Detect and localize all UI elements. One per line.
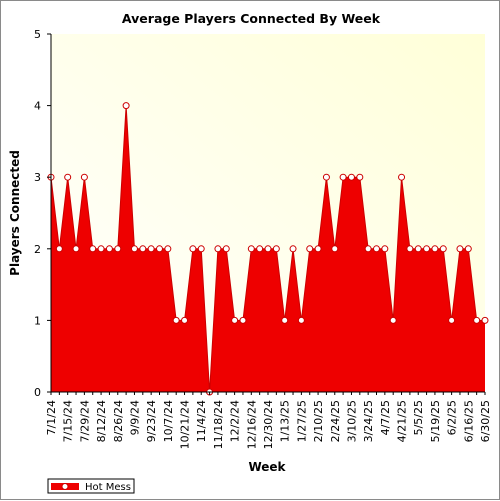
data-point: [264, 245, 272, 253]
data-point: [431, 245, 439, 253]
legend: Hot Mess: [47, 478, 135, 494]
x-tick-label: 8/26/24: [112, 400, 125, 442]
data-point: [105, 245, 113, 253]
y-tick-label: 1: [34, 314, 41, 327]
data-point: [439, 245, 447, 253]
data-point: [289, 245, 297, 253]
x-tick-label: 7/1/24: [45, 400, 58, 435]
x-tick-label: 9/23/24: [145, 400, 158, 442]
data-point: [189, 245, 197, 253]
x-tick-label: 4/7/25: [379, 400, 392, 435]
x-tick-label: 6/30/25: [479, 400, 492, 442]
data-point: [414, 245, 422, 253]
data-point: [122, 102, 130, 110]
x-tick-label: 4/21/25: [396, 400, 409, 442]
data-point: [373, 245, 380, 253]
data-point: [281, 316, 289, 324]
x-tick-label: 1/27/25: [295, 400, 308, 442]
data-point: [89, 245, 97, 253]
data-point: [423, 245, 431, 253]
data-point: [322, 173, 330, 181]
data-point: [306, 245, 314, 253]
data-point: [389, 316, 397, 324]
y-tick-label: 5: [34, 28, 41, 41]
data-point: [256, 245, 264, 253]
data-point: [456, 245, 464, 253]
x-tick-label: 7/15/24: [62, 400, 75, 442]
x-tick-label: 1/13/25: [279, 400, 292, 442]
x-tick-label: 12/2/24: [229, 400, 242, 442]
data-point: [339, 173, 347, 181]
data-point: [272, 245, 280, 253]
data-point: [181, 316, 189, 324]
x-tick-label: 11/18/24: [212, 400, 225, 449]
data-point: [356, 173, 364, 181]
y-tick-label: 3: [34, 171, 41, 184]
data-point: [239, 316, 247, 324]
data-point: [381, 245, 389, 253]
x-tick-label: 3/10/25: [345, 400, 358, 442]
x-tick-label: 12/16/24: [245, 400, 258, 449]
x-tick-label: 10/21/24: [179, 400, 192, 449]
data-point: [448, 316, 456, 324]
x-tick-label: 8/12/24: [95, 400, 108, 442]
data-point: [164, 245, 172, 253]
data-point: [139, 245, 147, 253]
data-point: [364, 245, 372, 253]
chart-title: Average Players Connected By Week: [122, 11, 381, 26]
data-point: [214, 245, 222, 253]
data-point: [172, 316, 180, 324]
x-tick-label: 3/24/25: [362, 400, 375, 442]
data-point: [130, 245, 138, 253]
x-tick-label: 5/19/25: [429, 400, 442, 442]
data-point: [72, 245, 80, 253]
y-axis-title: Players Connected: [8, 150, 22, 276]
data-point: [314, 245, 322, 253]
x-tick-label: 12/30/24: [262, 400, 275, 449]
x-tick-label: 6/16/25: [462, 400, 475, 442]
data-point: [156, 245, 163, 253]
x-tick-label: 11/4/24: [195, 400, 208, 442]
data-point: [347, 173, 355, 181]
data-point: [222, 245, 230, 253]
data-point: [147, 245, 155, 253]
data-point: [97, 245, 105, 253]
data-point: [297, 316, 305, 324]
legend-marker: [61, 483, 69, 490]
data-point: [398, 173, 406, 181]
data-point: [481, 316, 489, 324]
x-tick-label: 10/7/24: [162, 400, 175, 442]
data-point: [55, 245, 63, 253]
x-tick-label: 6/2/25: [446, 400, 459, 435]
x-tick-label: 2/10/25: [312, 400, 325, 442]
series-area-hot-mess: [51, 105, 485, 392]
data-point: [64, 173, 72, 181]
x-tick-label: 7/29/24: [78, 400, 91, 442]
data-point: [464, 245, 472, 253]
data-point: [406, 245, 414, 253]
data-point: [247, 245, 255, 253]
data-point: [197, 245, 205, 253]
x-tick-label: 5/5/25: [412, 400, 425, 435]
x-tick-label: 2/24/25: [329, 400, 342, 442]
data-point: [473, 316, 481, 324]
data-point: [331, 245, 339, 253]
x-axis-title: Week: [248, 460, 286, 474]
y-tick-label: 4: [34, 100, 41, 113]
x-tick-label: 9/9/24: [128, 400, 141, 435]
data-point: [231, 316, 239, 324]
legend-label: Hot Mess: [85, 482, 131, 493]
y-ticks: 0 1 2 3 4 5: [34, 28, 51, 399]
data-point: [80, 173, 88, 181]
x-ticks: 7/1/24 7/15/24 7/29/24 8/12/24 8/26/24 9/9/24…: [45, 392, 492, 449]
y-tick-label: 0: [34, 386, 41, 399]
y-tick-label: 2: [34, 243, 41, 256]
data-point: [114, 245, 122, 253]
data-points: [47, 102, 489, 396]
